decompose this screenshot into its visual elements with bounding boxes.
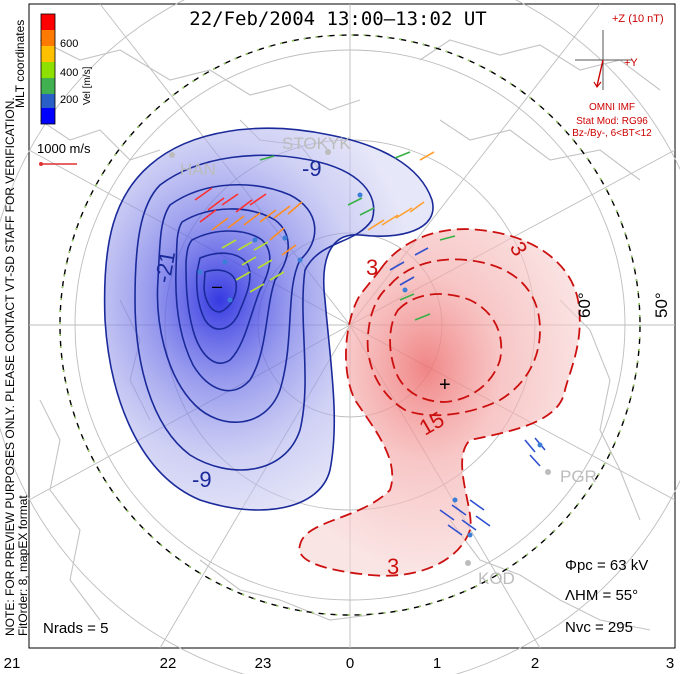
mlt-0: 0 bbox=[346, 655, 354, 672]
hm-boundary-vectors bbox=[59, 34, 641, 616]
stat-lambda-hm: ΛHM = 55° bbox=[565, 587, 638, 604]
fit-order-note: FitOrder: 8, mapEX format bbox=[16, 495, 30, 636]
stat-phi-pc: Φpc = 63 kV bbox=[565, 557, 648, 574]
mlt-22: 22 bbox=[160, 655, 177, 672]
legend-tick-600: 600 bbox=[60, 38, 78, 50]
imf-z-label: +Z (10 nT) bbox=[612, 13, 664, 25]
lat-label-50: 50° bbox=[652, 292, 671, 318]
stat-n-vc: Nvc = 295 bbox=[565, 619, 633, 636]
imf-line-2: Stat Mod: RG96 bbox=[576, 116, 648, 127]
reference-vector: 1000 m/s bbox=[37, 141, 91, 166]
mlt-21: 21 bbox=[4, 655, 21, 672]
min-marker: – bbox=[212, 276, 222, 296]
velocity-legend: 600 400 200 Vel [m/s] MLT coordinates bbox=[13, 13, 93, 125]
legend-unit: Vel [m/s] bbox=[82, 66, 93, 105]
map-title: 22/Feb/2004 13:00–13:02 UT bbox=[189, 8, 486, 30]
max-marker: + bbox=[439, 374, 451, 396]
stations: STOKYK HAN PGR KOD bbox=[169, 134, 597, 588]
mlt-2: 2 bbox=[531, 655, 539, 672]
pos-label-1: 3 bbox=[366, 255, 378, 280]
lat-label-60: 60° bbox=[575, 292, 594, 318]
preview-note: NOTE: FOR PREVIEW PURPOSES ONLY. PLEASE … bbox=[3, 97, 17, 636]
negative-cell bbox=[103, 127, 434, 511]
station-pgr: PGR bbox=[560, 467, 597, 486]
stats: Φpc = 63 kV ΛHM = 55° Nvc = 295 Nrads = … bbox=[43, 557, 648, 637]
mlt-1: 1 bbox=[433, 655, 441, 672]
neg-label-bottom: -9 bbox=[192, 467, 212, 492]
station-stokyk: STOKYK bbox=[282, 134, 351, 153]
mlt-axis: 21 22 23 0 1 2 3 bbox=[4, 655, 675, 672]
legend-coords: MLT coordinates bbox=[13, 20, 27, 108]
neg-label-top: -9 bbox=[302, 156, 322, 181]
legend-tick-400: 400 bbox=[60, 67, 78, 79]
neg-label-left: -21 bbox=[150, 249, 180, 285]
mlt-23: 23 bbox=[255, 655, 272, 672]
imf-line-1: OMNI IMF bbox=[589, 102, 635, 113]
imf-dial: +Z (10 nT) +Y OMNI IMF Stat Mod: RG96 Bz… bbox=[572, 13, 663, 139]
station-han: HAN bbox=[180, 160, 216, 179]
station-kod: KOD bbox=[478, 569, 515, 588]
mlt-3: 3 bbox=[666, 655, 674, 672]
svg-text:1000 m/s: 1000 m/s bbox=[37, 141, 91, 156]
pos-label-4: 3 bbox=[387, 554, 399, 579]
positive-cell bbox=[298, 228, 581, 577]
legend-tick-200: 200 bbox=[60, 94, 78, 106]
imf-y-label: +Y bbox=[624, 57, 638, 69]
velocity-vectors bbox=[194, 151, 546, 538]
imf-line-3: Bz-/By-, 6<BT<12 bbox=[572, 128, 652, 139]
stat-n-rads: Nrads = 5 bbox=[43, 620, 108, 637]
